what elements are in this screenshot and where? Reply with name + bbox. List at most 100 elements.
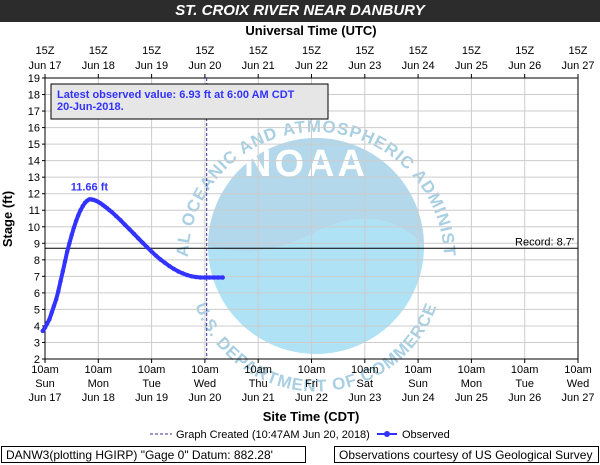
y-tick-label: 11 (29, 205, 40, 217)
observed-point (211, 275, 216, 280)
y-tick-label: 19 (28, 73, 40, 85)
latest-observed-line-2: 20-Jun-2018. (57, 101, 124, 113)
observed-point (113, 213, 119, 219)
observed-point (153, 253, 159, 258)
observed-point (47, 317, 52, 322)
bottom-tick-time: 10am (298, 364, 326, 376)
top-tick-time: 15Z (302, 45, 321, 57)
observed-point (216, 275, 221, 280)
observed-point (51, 303, 57, 309)
observed-point (140, 240, 145, 245)
y-tick-label: 16 (28, 123, 40, 135)
observed-point (193, 274, 199, 280)
observed-point (176, 269, 181, 274)
top-tick-date: Jun 27 (561, 60, 594, 72)
legend-observed: Observed (402, 429, 450, 441)
observed-point (122, 222, 128, 227)
y-tick-label: 2 (34, 354, 40, 366)
y-tick-label: 14 (28, 156, 40, 168)
bottom-tick-day: Sun (408, 378, 428, 390)
top-tick-time: 15Z (462, 45, 481, 57)
latest-observed-box: Latest observed value: 6.93 ft at 6:00 A… (50, 83, 329, 120)
y-tick-label: 8 (34, 255, 40, 267)
observed-point (171, 266, 177, 272)
observed-point (162, 260, 168, 265)
observed-point (184, 272, 190, 278)
top-tick-date: Jun 18 (82, 60, 115, 72)
observed-point (45, 321, 50, 326)
bottom-tick-time: 10am (351, 364, 379, 376)
observed-point (198, 275, 203, 280)
observed-point (158, 257, 163, 262)
bottom-tick-time: 10am (85, 364, 113, 376)
y-tick-label: 18 (28, 90, 40, 102)
top-tick-date: Jun 26 (508, 60, 541, 72)
observed-point (180, 271, 185, 276)
legend-graph-created: Graph Created (10:47AM Jun 20, 2018) (176, 429, 370, 441)
top-tick-time: 15Z (569, 45, 588, 57)
top-tick-date: Jun 23 (348, 60, 381, 72)
legend: Graph Created (10:47AM Jun 20, 2018) Obs… (150, 429, 450, 441)
top-tick-time: 15Z (355, 45, 374, 57)
svg-text:Latest observed value: 6.93 ft: Latest observed value: 6.93 ft at 6:00 A… (57, 89, 297, 113)
plot-grid (44, 77, 579, 360)
top-tick-date: Jun 22 (295, 60, 328, 72)
y-tick-label: 13 (28, 172, 40, 184)
observed-point (62, 259, 68, 264)
bottom-tick-date: Jun 23 (348, 392, 381, 404)
top-tick-date: Jun 17 (28, 60, 61, 72)
bottom-tick-day: Sat (357, 378, 374, 390)
bottom-tick-day: Wed (567, 378, 589, 390)
observed-point (67, 241, 72, 246)
top-tick-date: Jun 21 (242, 60, 275, 72)
y-tick-label: 9 (34, 238, 40, 250)
bottom-tick-time: 10am (31, 364, 59, 376)
bottom-tick-date: Jun 17 (28, 392, 61, 404)
record-label: Record: 8.7' (515, 236, 574, 248)
top-tick-date: Jun 19 (135, 60, 168, 72)
top-tick-time: 15Z (89, 45, 108, 57)
top-tick-time: 15Z (195, 45, 214, 57)
bottom-tick-date: Jun 26 (508, 392, 541, 404)
top-tick-date: Jun 24 (402, 60, 435, 72)
noaa-watermark: NOAA NATIONAL OCEANIC AND ATMOSPHERIC AD… (0, 0, 458, 396)
observed-point (127, 227, 132, 232)
bottom-tick-time: 10am (404, 364, 432, 376)
y-tick-label: 12 (28, 189, 40, 201)
watermark-logo-text: NOAA (244, 143, 368, 185)
bottom-tick-time: 10am (138, 364, 166, 376)
observed-point (56, 289, 61, 294)
top-axis-title: Universal Time (UTC) (245, 23, 376, 38)
observed-point (42, 325, 48, 330)
bottom-tick-time: 10am (244, 364, 272, 376)
top-tick-time: 15Z (515, 45, 534, 57)
bottom-tick-day: Tue (515, 378, 534, 390)
observed-point (167, 263, 172, 269)
y-tick-label: 15 (28, 139, 40, 151)
y-tick-label: 5 (34, 304, 40, 316)
bottom-tick-date: Jun 18 (82, 392, 115, 404)
y-tick-label: 4 (34, 321, 40, 333)
observed-point (131, 231, 137, 236)
observed-point (220, 275, 225, 280)
bottom-axis-ticks: 10am Sun Jun 17 10am Mon Jun 18 10am Tue Jun 19 1… (28, 359, 595, 404)
observed-series (40, 197, 225, 334)
observed-point (109, 209, 114, 215)
bottom-tick-date: Jun 22 (295, 392, 328, 404)
y-tick-label: 7 (34, 271, 40, 283)
bottom-tick-time: 10am (511, 364, 539, 376)
observed-point (65, 249, 70, 254)
observed-point (80, 203, 85, 209)
observed-point (60, 269, 65, 274)
observed-point (73, 218, 79, 224)
observed-point (53, 297, 59, 302)
bottom-tick-time: 10am (564, 364, 592, 376)
observed-point (144, 245, 150, 250)
observed-point (149, 249, 154, 254)
x-axis-title: Site Time (CDT) (263, 409, 360, 424)
title-bar (0, 0, 600, 22)
observed-point (136, 236, 141, 241)
observed-point (202, 275, 208, 280)
observed-point (58, 279, 63, 284)
top-tick-date: Jun 25 (455, 60, 488, 72)
